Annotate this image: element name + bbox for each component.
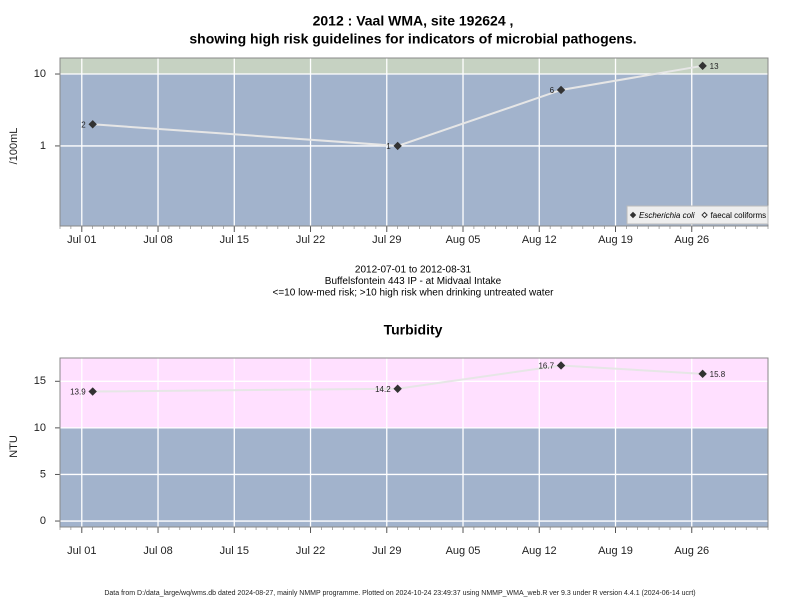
x-tick-label: Jul 01 <box>67 234 96 246</box>
x-tick-label: Aug 26 <box>674 234 709 246</box>
x-tick-label: Jul 08 <box>143 545 172 557</box>
data-label: 15.8 <box>710 370 726 379</box>
x-tick-label: Aug 26 <box>674 545 709 557</box>
y-tick-label: 1 <box>40 140 46 152</box>
x-tick-label: Jul 29 <box>372 545 401 557</box>
chart-title: showing high risk guidelines for indicat… <box>189 31 636 47</box>
y-tick-label: 10 <box>34 68 46 80</box>
y-axis-label: NTU <box>8 435 20 458</box>
data-point <box>556 361 566 370</box>
data-label: 6 <box>550 86 555 95</box>
data-label: 13 <box>710 62 719 71</box>
y-axis-label: /100mL <box>8 128 20 165</box>
series-line <box>92 64 703 147</box>
band-above <box>60 58 768 75</box>
x-tick-label: Aug 19 <box>598 234 633 246</box>
data-point <box>698 369 707 379</box>
data-point <box>393 141 402 151</box>
x-tick-label: Jul 22 <box>296 234 325 246</box>
y-tick-label: 15 <box>34 375 46 387</box>
data-point <box>88 120 97 129</box>
legend-box <box>626 205 769 225</box>
x-tick-label: Jul 15 <box>220 545 249 557</box>
y-tick-label: 10 <box>34 422 46 434</box>
x-tick-label: Jul 15 <box>220 234 249 246</box>
footer: Data from D:/data_large/wq/wms.db dated … <box>104 590 695 597</box>
x-tick-label: Jul 22 <box>296 545 325 557</box>
plot-frame <box>59 57 769 227</box>
legend-marker <box>701 211 708 219</box>
note: <=10 low-med risk; >10 high risk when dr… <box>273 288 555 299</box>
data-point <box>88 387 97 396</box>
chart-title: Turbidity <box>384 322 443 338</box>
chart-title: 2012 : Vaal WMA, site 192624 , <box>313 13 514 29</box>
band-below <box>60 427 768 527</box>
data-label: 1 <box>386 142 391 151</box>
y-tick-label: 0 <box>40 515 46 527</box>
x-tick-label: Aug 19 <box>598 545 633 557</box>
note: Buffelsfontein 443 IP - at Midvaal Intak… <box>325 276 502 287</box>
y-tick-label: 5 <box>40 468 46 480</box>
band-below <box>60 74 768 226</box>
data-point <box>698 61 707 71</box>
band-above <box>60 358 768 428</box>
x-tick-label: Aug 12 <box>522 545 557 557</box>
data-label: 13.9 <box>70 388 86 397</box>
x-tick-label: Jul 01 <box>67 545 96 557</box>
data-point <box>556 85 566 95</box>
legend-marker <box>629 211 637 219</box>
x-tick-label: Aug 12 <box>522 234 557 246</box>
data-label: 2 <box>81 120 86 129</box>
legend-label: faecal coliforms <box>711 211 767 220</box>
series-line <box>92 364 703 393</box>
legend-label: Escherichia coli <box>639 211 695 220</box>
x-tick-label: Aug 05 <box>446 234 481 246</box>
x-tick-label: Aug 05 <box>446 545 481 557</box>
x-tick-label: Jul 08 <box>143 234 172 246</box>
data-label: 14.2 <box>375 385 391 394</box>
data-label: 16.7 <box>538 362 554 371</box>
data-point <box>393 384 402 393</box>
x-tick-label: Jul 29 <box>372 234 401 246</box>
plot-frame <box>59 357 769 528</box>
note: 2012-07-01 to 2012-08-31 <box>355 265 472 276</box>
